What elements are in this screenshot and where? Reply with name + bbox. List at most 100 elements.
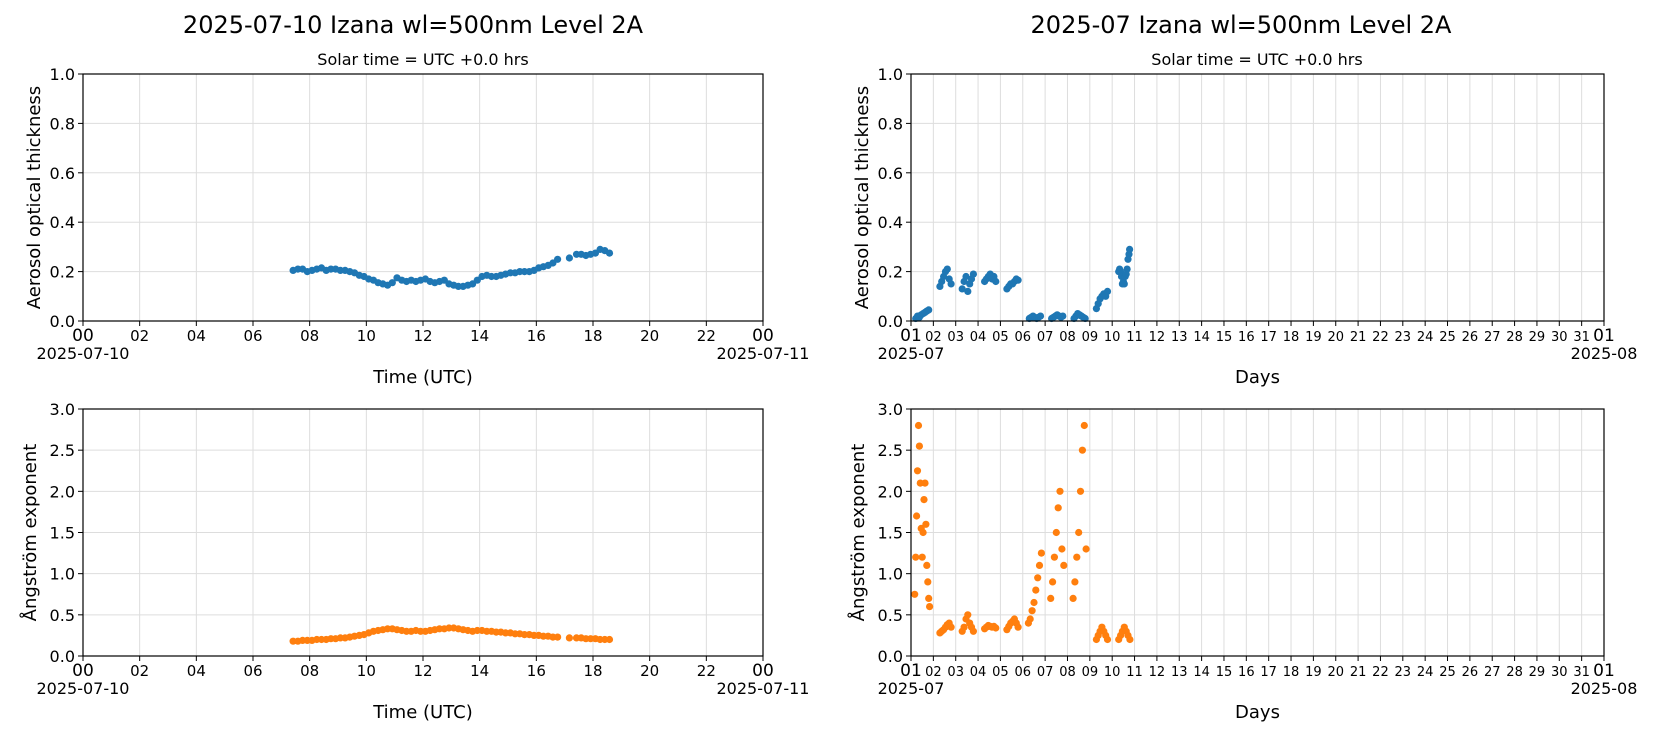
y-tick-label: 0.2 bbox=[50, 263, 75, 282]
x-tick-label: 06 bbox=[1015, 330, 1032, 345]
data-point bbox=[1049, 578, 1057, 586]
x-tick-label: 23 bbox=[1395, 665, 1412, 680]
x-tick-label: 12 bbox=[413, 327, 432, 345]
x-tick-label: 04 bbox=[970, 330, 987, 345]
data-point bbox=[911, 590, 919, 598]
x-tick-label: 09 bbox=[1082, 330, 1099, 345]
x-start-date-label: 2025-07-10 bbox=[37, 344, 130, 363]
data-point bbox=[920, 496, 928, 504]
x-tick-label: 11 bbox=[1126, 665, 1143, 680]
data-point bbox=[919, 528, 927, 537]
y-tick-label: 0.8 bbox=[878, 114, 903, 133]
data-point bbox=[918, 553, 926, 561]
x-tick-label: 18 bbox=[1283, 330, 1300, 345]
y-tick-label: 1.0 bbox=[50, 565, 75, 584]
data-point bbox=[388, 279, 396, 287]
x-tick-label: 12 bbox=[1149, 330, 1166, 345]
data-point bbox=[925, 306, 933, 314]
data-point bbox=[1035, 561, 1044, 570]
x-end-date-label: 2025-07-11 bbox=[717, 344, 810, 363]
data-point bbox=[969, 627, 978, 635]
x-tick-label: 12 bbox=[413, 662, 432, 680]
x-tick-label: 30 bbox=[1551, 665, 1568, 680]
x-tick-label: 01 bbox=[1593, 326, 1615, 346]
x-tick-label: 27 bbox=[1484, 665, 1501, 680]
data-point bbox=[947, 280, 955, 288]
data-point bbox=[1069, 594, 1077, 603]
y-tick-label: 0.6 bbox=[878, 164, 903, 183]
x-tick-label: 22 bbox=[697, 327, 716, 345]
x-tick-label: 02 bbox=[925, 330, 942, 345]
x-tick-label: 00 bbox=[72, 326, 94, 346]
x-tick-label: 09 bbox=[1082, 665, 1099, 680]
x-tick-label: 29 bbox=[1529, 665, 1546, 680]
x-axis-label: Time (UTC) bbox=[372, 367, 473, 388]
y-tick-label: 0.0 bbox=[50, 647, 75, 666]
x-tick-label: 10 bbox=[1104, 330, 1121, 345]
data-point bbox=[1076, 487, 1085, 495]
left-column-subtitle: Solar time = UTC +0.0 hrs bbox=[317, 50, 528, 69]
x-tick-label: 15 bbox=[1216, 665, 1233, 680]
y-tick-label: 0.4 bbox=[50, 213, 75, 232]
data-point bbox=[565, 254, 574, 262]
x-tick-label: 13 bbox=[1171, 665, 1188, 680]
x-tick-label: 03 bbox=[947, 330, 964, 345]
data-point bbox=[1054, 504, 1062, 512]
daily-aod-panel: 00 02 04 06 08 10 12 14 16 18 20 22 000.00.20.40.60.… bbox=[24, 65, 809, 388]
axes-frame bbox=[910, 73, 1605, 322]
data-point bbox=[947, 623, 955, 631]
y-tick-label: 3.0 bbox=[878, 400, 903, 419]
x-tick-label: 14 bbox=[470, 327, 489, 345]
y-tick-label: 0.5 bbox=[878, 606, 903, 625]
monthly-aod-panel: 01 02 03 04 05 06 07 08 09 10 11 12 13 14 15 16 17 18 19 20… bbox=[852, 65, 1637, 388]
y-tick-label: 0.4 bbox=[878, 213, 903, 232]
x-tick-label: 20 bbox=[1327, 665, 1344, 680]
x-tick-label: 07 bbox=[1037, 330, 1054, 345]
data-point bbox=[1060, 561, 1068, 570]
x-tick-label: 15 bbox=[1216, 330, 1233, 345]
x-tick-label: 18 bbox=[583, 662, 602, 680]
data-point bbox=[1081, 314, 1089, 323]
x-tick-label: 02 bbox=[130, 662, 149, 680]
left-column-title: 2025-07-10 Izana wl=500nm Level 2A bbox=[183, 11, 644, 39]
y-tick-label: 1.0 bbox=[878, 65, 903, 84]
y-tick-label: 0.2 bbox=[878, 263, 903, 282]
x-tick-label: 22 bbox=[697, 662, 716, 680]
x-tick-label: 28 bbox=[1506, 330, 1523, 345]
data-point bbox=[924, 578, 932, 586]
x-tick-label: 00 bbox=[752, 661, 774, 681]
y-axis-label: Aerosol optical thickness bbox=[852, 86, 873, 309]
x-tick-label: 06 bbox=[243, 327, 262, 345]
x-tick-label: 28 bbox=[1506, 665, 1523, 680]
x-tick-label: 01 bbox=[900, 326, 922, 346]
data-point bbox=[992, 277, 1000, 286]
x-tick-label: 04 bbox=[970, 665, 987, 680]
x-tick-label: 03 bbox=[947, 665, 964, 680]
data-point bbox=[1050, 553, 1058, 561]
x-tick-label: 16 bbox=[1238, 330, 1255, 345]
data-point bbox=[922, 520, 930, 528]
data-point bbox=[925, 594, 933, 603]
data-point bbox=[958, 285, 966, 293]
x-tick-label: 18 bbox=[583, 327, 602, 345]
x-tick-label: 14 bbox=[470, 662, 489, 680]
data-point bbox=[992, 624, 1000, 632]
x-tick-label: 29 bbox=[1529, 330, 1546, 345]
x-tick-label: 24 bbox=[1417, 665, 1434, 680]
data-point bbox=[923, 561, 931, 570]
x-axis-label: Time (UTC) bbox=[372, 702, 473, 723]
x-start-date-label: 2025-07-10 bbox=[37, 679, 130, 698]
x-tick-label: 30 bbox=[1551, 330, 1568, 345]
data-point bbox=[554, 633, 562, 641]
x-tick-label: 05 bbox=[992, 665, 1009, 680]
x-tick-label: 08 bbox=[1059, 330, 1076, 345]
data-point bbox=[969, 270, 978, 278]
x-tick-label: 02 bbox=[130, 327, 149, 345]
x-tick-label: 10 bbox=[357, 327, 376, 345]
x-tick-label: 23 bbox=[1395, 330, 1412, 345]
data-point bbox=[1030, 598, 1038, 607]
x-tick-label: 14 bbox=[1193, 665, 1210, 680]
data-point bbox=[1082, 545, 1090, 553]
data-point bbox=[1073, 553, 1081, 561]
